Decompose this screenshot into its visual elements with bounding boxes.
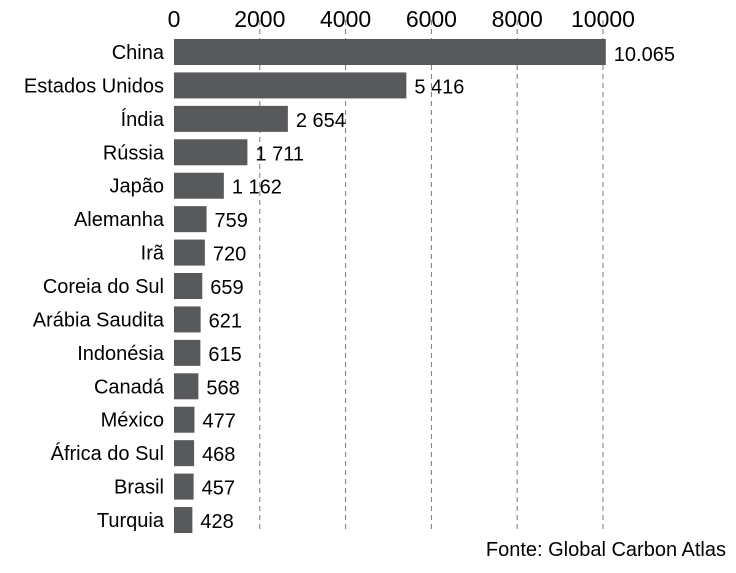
category-label: Canadá (94, 376, 165, 398)
x-tick-label: 8000 (492, 6, 543, 32)
category-labels: China Estados Unidos Índia Rússia Japão Alema… (24, 42, 165, 532)
grid-lines (259, 20, 604, 533)
bar (174, 273, 203, 300)
category-label: Japão (110, 176, 165, 198)
category-label: Alemanha (74, 209, 165, 231)
value-label: 477 (202, 411, 235, 433)
value-label: 659 (210, 277, 243, 299)
x-tick-label: 0 (168, 6, 181, 32)
bar (174, 206, 207, 233)
value-label: 468 (202, 444, 235, 466)
value-label: 1 711 (255, 143, 304, 165)
bar (174, 339, 201, 366)
value-label: 759 (215, 210, 248, 232)
category-label: Estados Unidos (24, 75, 164, 97)
bar (174, 473, 194, 500)
x-tick-label: 10000 (571, 6, 635, 32)
category-label: Indonésia (77, 343, 165, 365)
category-label: Arábia Saudita (33, 309, 165, 331)
value-label: 428 (200, 511, 233, 533)
category-label: Brasil (114, 477, 164, 499)
value-label: 1 162 (232, 177, 282, 199)
bar (174, 406, 195, 433)
bar (174, 373, 199, 400)
bar (174, 105, 288, 132)
category-label: México (101, 410, 164, 432)
bar (174, 507, 193, 534)
category-label: Irã (141, 243, 165, 265)
value-label: 720 (213, 244, 246, 266)
value-label: 621 (209, 310, 242, 332)
value-label: 457 (202, 478, 235, 500)
bar (174, 306, 201, 333)
source-note: Fonte: Global Carbon Atlas (485, 539, 726, 561)
category-label: Rússia (103, 142, 165, 164)
category-label: Coreia do Sul (43, 276, 164, 298)
value-label: 2 654 (296, 110, 346, 132)
x-tick-label: 6000 (406, 6, 457, 32)
bar (174, 172, 224, 199)
bar (174, 72, 407, 99)
category-label: Índia (121, 108, 165, 131)
value-label: 568 (206, 377, 239, 399)
value-labels: 10.065 5 416 2 654 1 711 1 162 759 720 659 621 61… (200, 44, 675, 533)
value-label: 5 416 (414, 76, 464, 98)
bar (174, 39, 606, 65)
bar (174, 239, 205, 266)
x-tick-label: 2000 (234, 6, 285, 32)
category-label: Turquia (97, 510, 165, 532)
x-tick-label: 4000 (320, 6, 371, 32)
value-label: 615 (208, 344, 241, 366)
category-label: China (112, 42, 165, 64)
value-label: 10.065 (614, 44, 675, 66)
bar (174, 139, 248, 166)
bar (174, 440, 195, 467)
x-axis-ticks: 0 2000 4000 6000 8000 10000 (168, 6, 635, 32)
bars (174, 39, 606, 534)
category-label: África do Sul (51, 442, 164, 465)
